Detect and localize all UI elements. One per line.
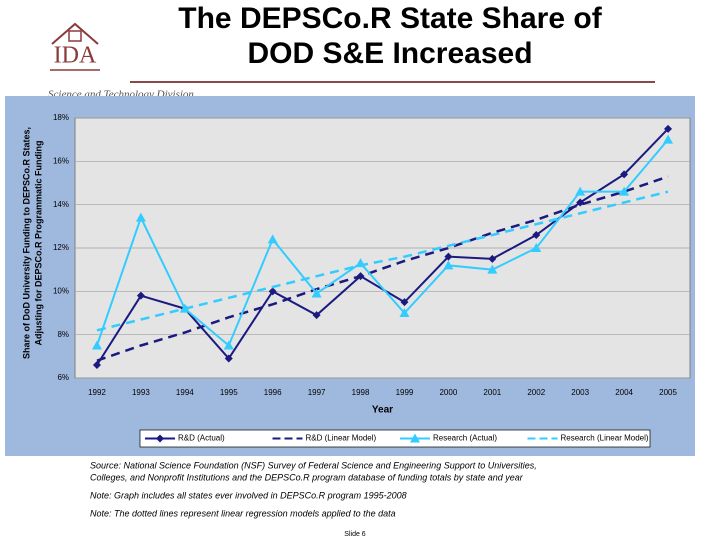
note: Note: The dotted lines represent linear … (90, 508, 396, 518)
x-tick-label: 2005 (659, 388, 677, 397)
marker (400, 298, 409, 307)
logo-window (68, 30, 82, 42)
y-axis-title: Adjusting for DEPSCo.R Programmatic Fund… (33, 140, 43, 345)
x-tick-label: 2001 (483, 388, 501, 397)
x-tick-label: 2004 (615, 388, 633, 397)
legend (139, 429, 651, 448)
marker (311, 288, 322, 298)
data-line (96, 139, 669, 348)
y-tick-label: 10% (53, 286, 69, 295)
y-tick-label: 14% (53, 200, 69, 209)
x-tick-label: 1997 (308, 388, 326, 397)
x-tick-label: 2003 (571, 388, 589, 397)
marker (92, 361, 101, 369)
slide-number: Slide 6 (344, 531, 366, 538)
source-note: Colleges, and Nonprofit Institutions and… (90, 472, 524, 482)
marker (575, 186, 586, 196)
marker (136, 291, 145, 300)
marker (620, 170, 629, 179)
marker (223, 340, 234, 350)
marker (399, 308, 410, 317)
x-tick-label: 1996 (264, 388, 282, 397)
y-tick-label: 6% (57, 373, 69, 382)
marker (312, 311, 321, 320)
marker (443, 260, 454, 270)
marker (531, 243, 542, 252)
marker (532, 231, 541, 239)
x-tick-label: 1999 (396, 388, 414, 397)
marker (135, 212, 146, 222)
y-axis-title: Share of DoD University Funding to DEPSC… (21, 127, 31, 359)
y-tick-label: 18% (53, 113, 69, 122)
legend-marker (410, 433, 420, 443)
x-tick-label: 1994 (176, 388, 194, 397)
x-tick-label: 1992 (88, 388, 106, 397)
legend-label: Research (Actual) (433, 434, 497, 443)
x-tick-label: 1993 (132, 388, 150, 397)
marker (664, 124, 673, 133)
marker (268, 287, 277, 296)
title: DOD S&E Increased (247, 37, 532, 70)
marker (224, 354, 233, 363)
x-tick-label: 1995 (220, 388, 238, 397)
logo-roof (51, 22, 99, 45)
marker (91, 340, 102, 350)
marker (488, 254, 497, 263)
legend-label: R&D (Actual) (178, 434, 225, 443)
marker (444, 252, 453, 261)
source-note: Source: National Science Foundation (NSF… (90, 460, 537, 470)
marker (619, 186, 630, 196)
legend-label: R&D (Linear Model) (306, 434, 377, 443)
marker (576, 198, 585, 207)
legend-marker (156, 434, 164, 443)
y-tick-label: 8% (57, 330, 69, 339)
note: Note: Graph includes all states ever inv… (90, 490, 407, 500)
trend-line (96, 190, 669, 332)
x-tick-label: 1998 (352, 388, 370, 397)
marker (663, 134, 674, 144)
x-axis-title: Year (372, 405, 393, 416)
trend-line (96, 175, 669, 362)
y-tick-label: 16% (53, 156, 69, 165)
marker (487, 264, 498, 274)
title: The DEPSCo.R State Share of (178, 2, 602, 35)
legend-label: Research (Linear Model) (561, 434, 649, 443)
marker (267, 234, 278, 244)
logo-text: IDA (54, 43, 97, 69)
chart: 6% 8% 10% 12% 14% 16% 18% 1992 1993 1994 1995 1996 1… (21, 113, 690, 448)
x-tick-label: 2002 (527, 388, 545, 397)
x-tick-label: 2000 (439, 388, 457, 397)
logo: IDA (50, 22, 100, 71)
y-tick-label: 12% (53, 243, 69, 252)
